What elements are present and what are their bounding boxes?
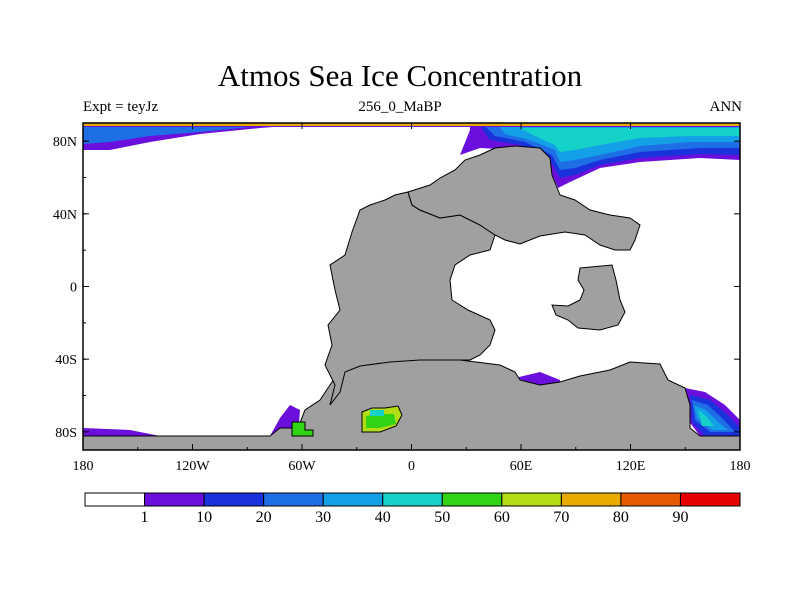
y-tick-label: 40N (53, 208, 77, 223)
colorbar-swatch (560, 492, 622, 507)
x-tick-label: 60E (510, 459, 533, 474)
colorbar-swatch (620, 492, 681, 507)
colorbar-label: 30 (315, 509, 331, 526)
x-tick-label: 60W (288, 459, 316, 474)
colorbar: 1 10 20 30 40 50 60 70 80 90 (84, 492, 741, 526)
cimmeria-island (551, 264, 626, 331)
x-tick-label: 120W (175, 459, 210, 474)
y-tick-label: 80S (55, 426, 77, 441)
y-tick-label: 40S (55, 353, 77, 368)
colorbar-label: 60 (494, 509, 510, 526)
y-axis-ticks: 80N 40N 0 40S 80S (53, 135, 740, 441)
x-tick-label: 120E (616, 459, 646, 474)
experiment-label: Expt = teyJz (83, 99, 159, 115)
colorbar-label: 1 (141, 509, 149, 526)
colorbar-swatch (322, 492, 384, 507)
x-tick-label: 0 (408, 459, 415, 474)
colorbar-swatch (382, 492, 443, 507)
colorbar-swatch (84, 492, 146, 507)
season-label: ANN (709, 99, 743, 115)
colorbar-label: 80 (613, 509, 629, 526)
colorbar-label: 20 (256, 509, 272, 526)
x-tick-label: 180 (730, 459, 751, 474)
x-tick-label: 180 (73, 459, 94, 474)
colorbar-label: 50 (434, 509, 450, 526)
map-title: Atmos Sea Ice Concentration (217, 58, 583, 93)
colorbar-label: 90 (672, 509, 688, 526)
colorbar-swatch (263, 492, 324, 507)
laurasia (407, 145, 641, 251)
colorbar-swatch (441, 492, 503, 507)
x-axis-ticks: 180 120W 60W 0 60E 120E 180 (73, 123, 751, 474)
colorbar-swatch (203, 492, 265, 507)
y-tick-label: 80N (53, 135, 77, 150)
colorbar-swatch (501, 492, 562, 507)
antarctica (83, 357, 740, 450)
colorbar-label: 70 (553, 509, 569, 526)
colorbar-swatch (679, 492, 741, 507)
map-content (83, 123, 740, 450)
y-tick-label: 0 (70, 281, 77, 296)
colorbar-label: 10 (196, 509, 212, 526)
colorbar-label: 40 (375, 509, 391, 526)
inland-ice-patches (291, 405, 403, 437)
time-label: 256_0_MaBP (358, 99, 442, 115)
landmass (83, 145, 740, 450)
colorbar-swatch (144, 492, 205, 507)
